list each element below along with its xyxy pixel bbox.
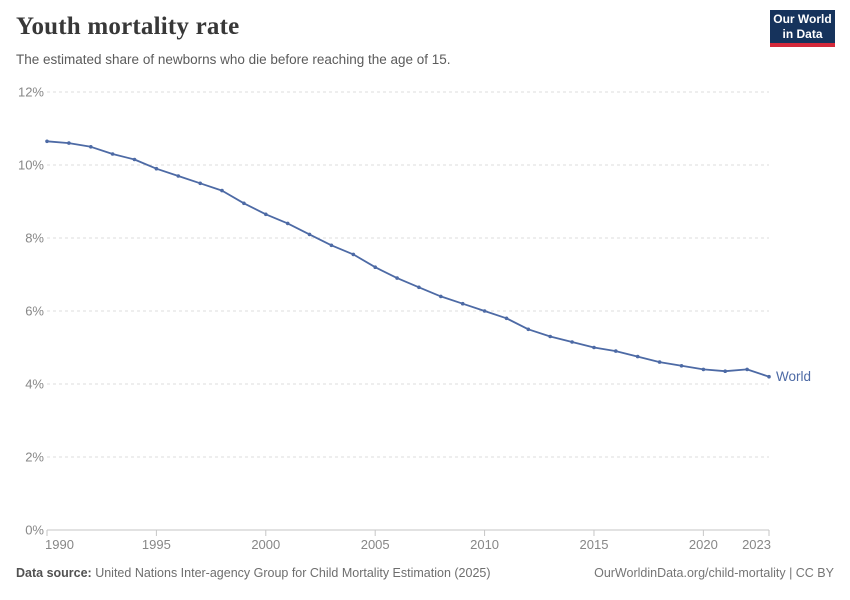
data-point[interactable] bbox=[395, 276, 399, 280]
owid-logo[interactable]: Our World in Data bbox=[770, 10, 835, 47]
data-point[interactable] bbox=[460, 301, 465, 306]
y-axis-tick-label: 4% bbox=[25, 377, 44, 392]
data-source-label: Data source: bbox=[16, 566, 92, 580]
page-subtitle: The estimated share of newborns who die … bbox=[16, 52, 451, 67]
x-axis-tick-label: 1990 bbox=[45, 537, 74, 552]
data-point[interactable] bbox=[198, 181, 202, 186]
data-point[interactable] bbox=[110, 152, 115, 156]
data-point[interactable] bbox=[614, 349, 618, 353]
x-axis-tick-label: 2010 bbox=[470, 537, 499, 552]
series-end-label: World bbox=[776, 369, 811, 384]
chart-footer: Data source: United Nations Inter-agency… bbox=[16, 566, 834, 580]
data-source-text: United Nations Inter-agency Group for Ch… bbox=[91, 566, 491, 580]
data-point[interactable] bbox=[373, 265, 378, 270]
data-point[interactable] bbox=[242, 201, 246, 206]
data-point[interactable] bbox=[220, 188, 224, 193]
x-axis-tick-label: 2015 bbox=[580, 537, 609, 552]
x-axis-tick-label: 2023 bbox=[742, 537, 771, 552]
data-point[interactable] bbox=[504, 316, 509, 321]
data-point[interactable] bbox=[67, 141, 71, 145]
x-axis-tick-label: 2000 bbox=[251, 537, 280, 552]
data-point[interactable] bbox=[132, 157, 137, 162]
x-axis-tick-label: 2020 bbox=[689, 537, 718, 552]
data-point[interactable] bbox=[45, 139, 49, 144]
data-point[interactable] bbox=[745, 367, 749, 372]
data-point[interactable] bbox=[526, 327, 531, 332]
data-point[interactable] bbox=[592, 345, 596, 350]
data-point[interactable] bbox=[176, 174, 181, 178]
data-point[interactable] bbox=[351, 252, 356, 257]
data-point[interactable] bbox=[679, 364, 684, 368]
owid-logo-line2: in Data bbox=[782, 26, 823, 41]
y-axis-tick-label: 8% bbox=[25, 231, 44, 246]
y-axis-tick-label: 12% bbox=[18, 85, 44, 100]
data-point[interactable] bbox=[570, 340, 574, 344]
y-axis-tick-label: 6% bbox=[25, 304, 44, 319]
world-line-series[interactable] bbox=[46, 140, 770, 378]
data-point[interactable] bbox=[548, 334, 552, 339]
data-source-note: Data source: United Nations Inter-agency… bbox=[16, 566, 491, 580]
y-axis-tick-label: 0% bbox=[25, 523, 44, 538]
data-point[interactable] bbox=[657, 360, 662, 364]
data-point[interactable] bbox=[701, 367, 706, 372]
data-point[interactable] bbox=[154, 166, 159, 171]
y-axis-tick-label: 2% bbox=[25, 450, 44, 465]
page-title: Youth mortality rate bbox=[16, 13, 240, 40]
data-point[interactable] bbox=[307, 232, 312, 237]
x-axis-tick-label: 1995 bbox=[142, 537, 171, 552]
y-axis-tick-label: 10% bbox=[18, 158, 44, 173]
data-point[interactable] bbox=[482, 309, 487, 313]
data-point[interactable] bbox=[89, 145, 93, 149]
data-point[interactable] bbox=[264, 212, 268, 217]
data-point[interactable] bbox=[767, 374, 771, 379]
x-axis-tick-label: 2005 bbox=[361, 537, 390, 552]
data-point[interactable] bbox=[285, 221, 290, 226]
data-point[interactable] bbox=[439, 294, 443, 299]
data-point[interactable] bbox=[417, 285, 421, 290]
data-point[interactable] bbox=[723, 369, 727, 374]
data-point[interactable] bbox=[635, 354, 640, 359]
data-point[interactable] bbox=[329, 243, 334, 248]
owid-logo-line1: Our World bbox=[773, 11, 832, 26]
credit-link[interactable]: OurWorldinData.org/child-mortality | CC … bbox=[594, 566, 834, 580]
